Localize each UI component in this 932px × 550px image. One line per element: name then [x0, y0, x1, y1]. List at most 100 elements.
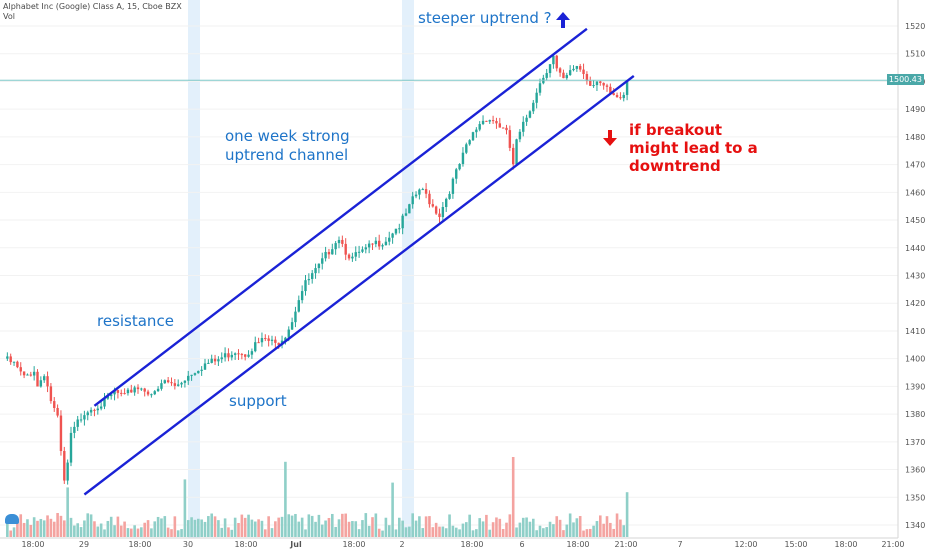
candle-body	[371, 243, 374, 245]
volume-bar	[59, 515, 63, 537]
candle-body	[257, 342, 260, 344]
volume-bar	[377, 528, 381, 537]
volume-bar	[578, 516, 582, 537]
candle-body	[43, 376, 46, 381]
volume-bar	[170, 529, 173, 537]
candle-body	[89, 409, 93, 413]
y-tick-label: 1360	[905, 466, 925, 475]
volume-bar	[619, 519, 622, 537]
volume-bar	[52, 521, 56, 537]
candle-body	[441, 207, 445, 218]
volume-bar	[592, 525, 595, 537]
volume-bar	[287, 514, 291, 537]
volume-bar	[384, 517, 388, 537]
volume-bar	[371, 517, 374, 537]
y-tick-label: 1440	[905, 244, 925, 253]
candle-body	[274, 339, 277, 343]
candle-body	[481, 120, 485, 125]
volume-bar	[210, 513, 213, 537]
volume-bar	[387, 525, 391, 537]
candle-body	[227, 353, 230, 358]
candle-body	[478, 124, 481, 130]
volume-bar	[66, 487, 69, 537]
volume-bar	[344, 513, 347, 537]
candle-body	[367, 243, 371, 248]
volume-bar	[582, 530, 585, 537]
volume-bar	[622, 525, 626, 537]
y-tick-label: 1390	[905, 382, 925, 391]
volume-bar	[46, 515, 49, 537]
volume-bar	[220, 527, 224, 537]
volume-bar	[207, 516, 210, 537]
volume-bar	[123, 521, 126, 537]
x-tick-label: 21:00	[614, 540, 637, 549]
candle-body	[391, 233, 394, 238]
candle-body	[230, 354, 233, 358]
trend-channel	[83, 27, 635, 496]
candle-body	[307, 279, 311, 281]
volume-bar	[203, 521, 207, 537]
candle-body	[589, 80, 592, 86]
candle-body	[270, 339, 274, 341]
candle-body	[451, 178, 455, 194]
support-line	[83, 74, 635, 496]
candle-body	[113, 390, 116, 395]
volume-bar	[605, 516, 609, 537]
volume-bar	[357, 529, 361, 537]
x-tick-label: 2	[399, 540, 404, 549]
annotation-resistance: resistance	[97, 312, 174, 330]
volume-bar	[511, 457, 515, 537]
volume-bar	[156, 516, 160, 537]
candle-body	[438, 213, 441, 218]
candle-body	[505, 127, 508, 131]
candle-body	[116, 390, 120, 393]
volume-bar	[136, 528, 140, 537]
volume-bar	[521, 517, 525, 537]
candle-body	[515, 139, 518, 165]
candle-body	[455, 169, 458, 179]
volume-bar	[89, 514, 93, 537]
x-tick-label: 12:00	[734, 540, 757, 549]
candle-body	[522, 121, 525, 132]
volume-bar	[6, 516, 9, 537]
candle-body	[619, 97, 622, 99]
candle-body	[254, 342, 257, 352]
x-tick-label: 6	[519, 540, 524, 549]
candle-body	[73, 426, 76, 433]
volume-bar	[599, 515, 602, 537]
x-tick-label: 18:00	[234, 540, 257, 549]
volume-bar	[270, 528, 274, 537]
volume-bar	[528, 521, 532, 537]
candle-body	[465, 144, 468, 153]
candle-body	[240, 354, 244, 356]
volume-bar	[404, 527, 408, 537]
candle-body	[130, 389, 133, 393]
y-tick-label: 1490	[905, 105, 925, 114]
volume-bar	[475, 529, 478, 537]
candle-body	[337, 239, 341, 244]
candle-body	[552, 55, 555, 65]
candle-body	[166, 380, 170, 383]
candle-body	[324, 251, 327, 259]
volume-bar	[401, 520, 404, 537]
candle-body	[555, 55, 558, 69]
volume-bar	[264, 529, 267, 537]
volume-bar	[83, 520, 86, 537]
volume-bar	[160, 518, 163, 537]
candle-body	[381, 245, 384, 247]
volume-bar	[267, 516, 270, 537]
volume-bar	[119, 525, 123, 537]
candle-body	[173, 383, 177, 386]
volume-bar	[525, 517, 528, 537]
y-tick-label: 1400	[905, 355, 925, 364]
volume-bar	[140, 527, 143, 537]
volume-bar	[451, 525, 455, 537]
volume-bar	[501, 528, 505, 537]
candle-body	[110, 394, 113, 397]
candle-body	[170, 382, 173, 384]
volume-bar	[106, 520, 110, 537]
volume-bar	[317, 514, 321, 537]
volume-bar	[572, 522, 575, 537]
